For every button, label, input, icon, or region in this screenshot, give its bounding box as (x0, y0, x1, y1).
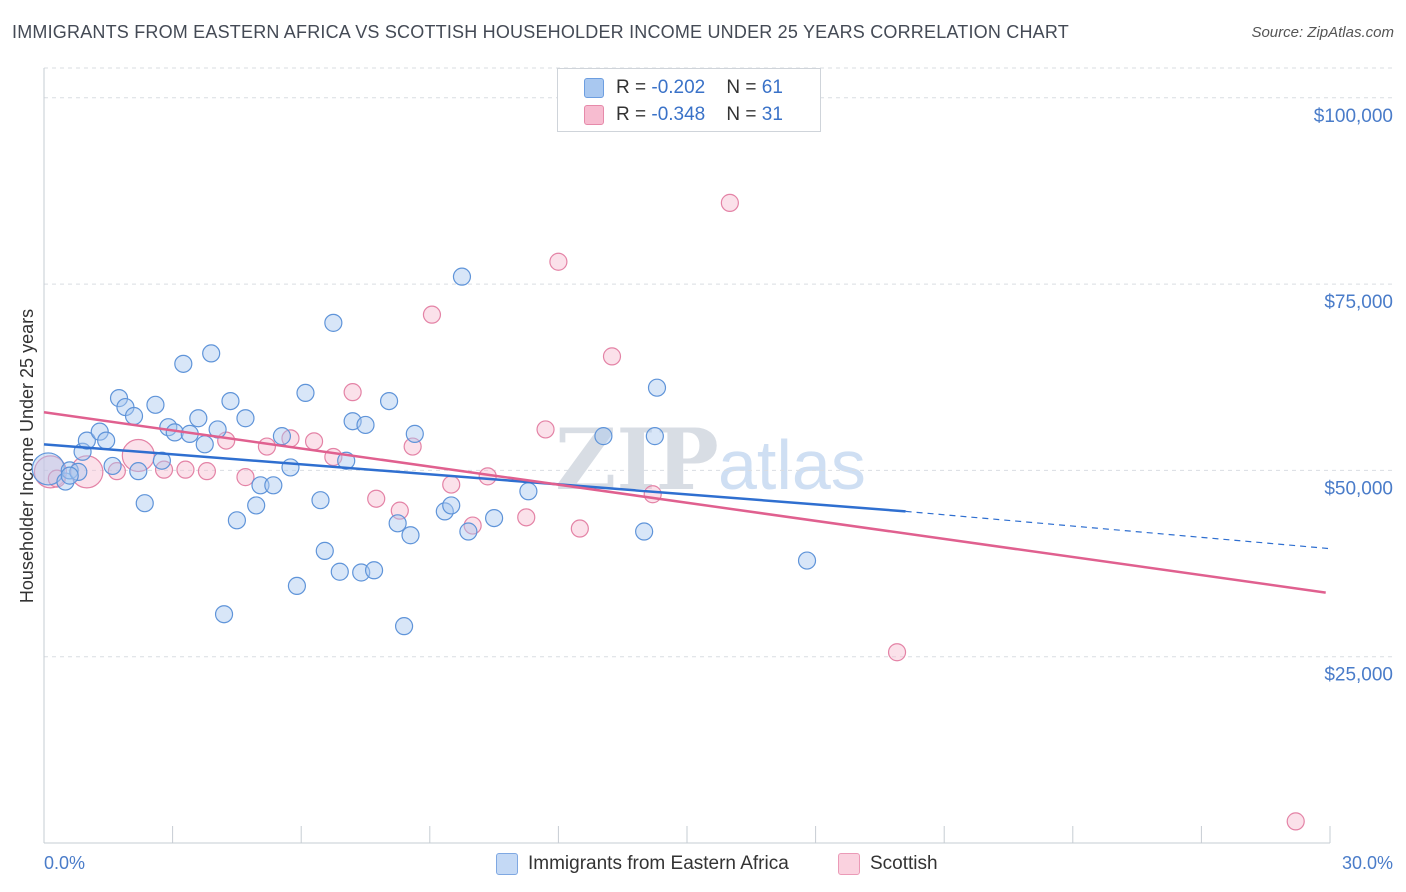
stats-text-scottish: R = -0.348 N = 31 (616, 104, 783, 126)
scottish-point (257, 437, 277, 456)
scottish-point (422, 305, 442, 324)
eastern-africa-point (315, 541, 334, 560)
scottish-point (720, 193, 739, 212)
scottish-point (549, 252, 568, 271)
r-label: R = (616, 77, 652, 98)
eastern-africa-point (519, 482, 538, 501)
r-value-eastern-africa: -0.202 (651, 77, 706, 98)
eastern-africa-point (281, 458, 300, 477)
stats-text-eastern-africa: R = -0.202 N = 61 (616, 77, 783, 99)
eastern-africa-swatch (584, 78, 604, 98)
scottish-point (176, 460, 195, 479)
eastern-africa-point (135, 494, 154, 513)
y-tick-label: $50,000 (1324, 478, 1393, 499)
eastern-africa-point (264, 476, 283, 495)
x-tick-label: 0.0% (44, 853, 85, 873)
eastern-africa-point (195, 435, 214, 454)
eastern-africa-point (647, 378, 667, 397)
scottish-point (643, 485, 662, 504)
y-tick-label: $100,000 (1314, 106, 1393, 127)
legend-swatch-eastern-africa (496, 853, 518, 875)
x-tick-label: 30.0% (1342, 853, 1393, 873)
eastern-africa-point (394, 617, 414, 636)
scottish-point (343, 383, 362, 402)
eastern-africa-point (90, 422, 109, 441)
eastern-africa-point (388, 514, 407, 533)
eastern-africa-point (797, 551, 817, 570)
eastern-africa-point (635, 522, 654, 541)
scottish-point (1286, 812, 1305, 831)
chart-title: IMMIGRANTS FROM EASTERN AFRICA VS SCOTTI… (12, 22, 1069, 42)
eastern-africa-point (124, 406, 144, 426)
scottish-point (236, 468, 255, 487)
eastern-africa-point (364, 561, 384, 580)
r-value-scottish: -0.348 (651, 104, 706, 125)
scottish-point (517, 508, 536, 527)
eastern-africa-point (214, 605, 234, 624)
scottish-swatch (584, 105, 604, 125)
eastern-africa-point (236, 409, 255, 428)
eastern-africa-point (311, 491, 330, 510)
eastern-africa-point (452, 267, 472, 286)
eastern-africa-point (129, 462, 148, 481)
eastern-africa-point (221, 392, 240, 411)
eastern-africa-point (109, 389, 129, 408)
eastern-africa-point (442, 496, 461, 515)
eastern-africa-point (405, 424, 424, 443)
scottish-point (602, 347, 622, 366)
eastern-africa-point (97, 431, 116, 450)
scottish-point (367, 489, 386, 508)
watermark-atlas: atlas (718, 426, 866, 504)
n-value-scottish: 31 (761, 104, 783, 125)
stats-legend: R = -0.202 N = 61 R = -0.348 N = 31 (557, 68, 821, 132)
legend-label-eastern-africa: Immigrants from Eastern Africa (528, 853, 789, 874)
watermark-zip: ZIP (555, 410, 719, 509)
scottish-trendline (43, 411, 1326, 594)
y-tick-label: $25,000 (1324, 665, 1393, 686)
n-label: N = (726, 77, 762, 98)
legend-label-scottish: Scottish (870, 853, 938, 874)
eastern-africa-point (272, 427, 292, 446)
n-value-eastern-africa: 61 (761, 77, 783, 98)
eastern-africa-point (77, 431, 96, 450)
eastern-africa-point (146, 395, 165, 414)
scottish-point (442, 475, 461, 494)
scottish-point (536, 420, 555, 439)
eastern-africa-point (645, 427, 664, 446)
eastern-africa-point (174, 354, 193, 373)
eastern-africa-point (356, 415, 375, 435)
eastern-africa-point (485, 508, 504, 528)
legend-swatch-scottish (838, 853, 860, 875)
eastern-africa-point (247, 496, 266, 515)
scottish-point (197, 462, 216, 481)
eastern-africa-point (152, 451, 171, 470)
eastern-africa-point (379, 392, 399, 411)
eastern-africa-point (330, 562, 349, 581)
eastern-africa-point (251, 476, 270, 495)
eastern-africa-point (401, 526, 420, 545)
eastern-africa-point (227, 511, 246, 530)
eastern-africa-point (103, 456, 122, 476)
scottish-point (33, 455, 68, 489)
eastern-africa-point (60, 466, 79, 485)
eastern-africa-point (202, 344, 221, 363)
eastern-africa-trendline (43, 443, 906, 513)
source-note: Source: ZipAtlas.com (1251, 24, 1394, 41)
eastern-africa-point (287, 576, 307, 596)
eastern-africa-point (459, 522, 478, 541)
eastern-africa-trendline-extension (905, 510, 1331, 550)
eastern-africa-point (189, 409, 208, 428)
scottish-point (304, 432, 324, 451)
scottish-point (887, 643, 907, 662)
r-label: R = (616, 104, 652, 125)
n-label: N = (726, 104, 762, 125)
eastern-africa-point (296, 383, 315, 403)
y-tick-label: $75,000 (1324, 292, 1393, 313)
eastern-africa-point (594, 427, 613, 446)
scottish-point (570, 519, 589, 538)
scottish-point (121, 438, 155, 473)
y-axis-label: Householder Income Under 25 years (17, 309, 37, 603)
eastern-africa-point (324, 313, 343, 332)
